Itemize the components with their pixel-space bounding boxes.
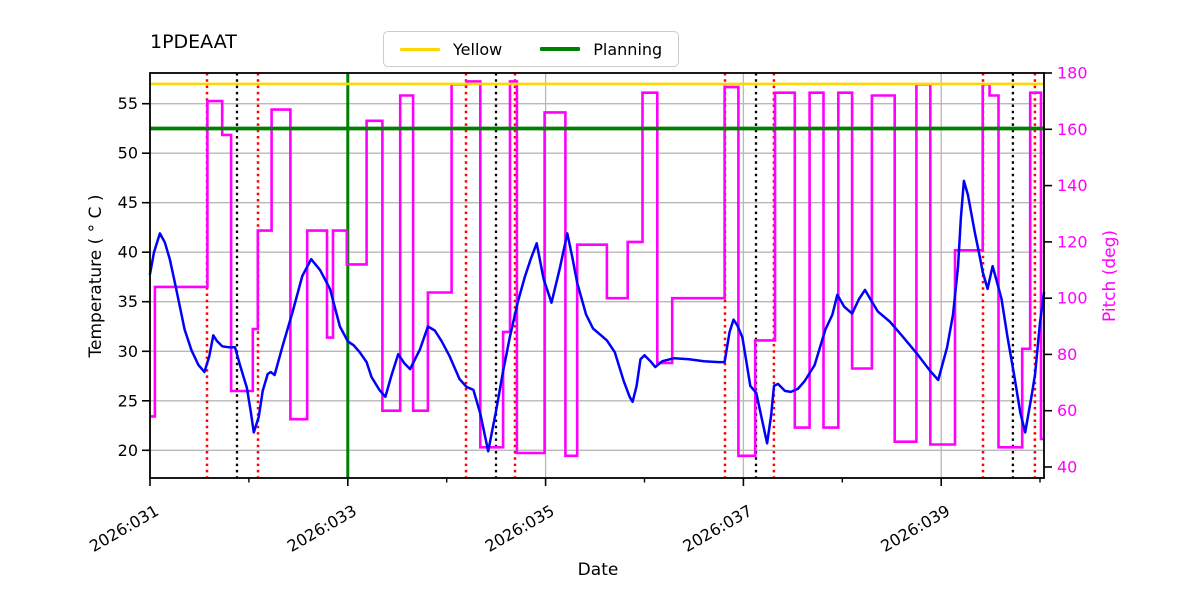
- y-right-tick-label: 80: [1057, 345, 1077, 364]
- y-axis-label-left: Temperature ( ° C ): [86, 194, 106, 358]
- y-right-tick-label: 60: [1057, 401, 1077, 420]
- x-axis-label: Date: [577, 560, 619, 580]
- y-left-tick-label: 30: [118, 342, 138, 361]
- x-tick-label: 2026:031: [86, 501, 162, 556]
- y-axis-label-right: Pitch (deg): [1100, 229, 1120, 323]
- legend: Yellow Planning: [383, 31, 680, 67]
- chart-title: 1PDEAAT: [150, 31, 237, 53]
- x-tick-label: 2026:039: [877, 501, 953, 556]
- y-right-tick-label: 140: [1057, 176, 1088, 195]
- y-left-tick-label: 45: [118, 193, 138, 212]
- y-left-tick-label: 50: [118, 144, 138, 163]
- y-left-tick-label: 25: [118, 391, 138, 410]
- y-left-tick-label: 35: [118, 292, 138, 311]
- y-right-tick-label: 120: [1057, 232, 1088, 251]
- legend-label-yellow: Yellow: [453, 39, 503, 59]
- yellow-limit-swatch: [400, 47, 440, 51]
- x-tick-label: 2026:037: [680, 501, 756, 556]
- x-tick-label: 2026:033: [284, 501, 360, 556]
- legend-label-planning: Planning: [593, 39, 663, 59]
- x-tick-label: 2026:035: [482, 501, 558, 556]
- y-left-tick-label: 55: [118, 94, 138, 113]
- y-right-tick-label: 160: [1057, 120, 1088, 139]
- planning-limit-swatch: [540, 47, 581, 51]
- plot-frame: [149, 72, 1045, 479]
- y-right-tick-label: 40: [1057, 458, 1077, 477]
- y-right-tick-label: 100: [1057, 289, 1088, 308]
- y-left-tick-label: 40: [118, 243, 138, 262]
- y-left-tick-label: 20: [118, 441, 138, 460]
- temperature-series-line: [148, 179, 1046, 453]
- pitch-series-line: [150, 80, 1044, 458]
- y-right-tick-label: 180: [1057, 64, 1088, 83]
